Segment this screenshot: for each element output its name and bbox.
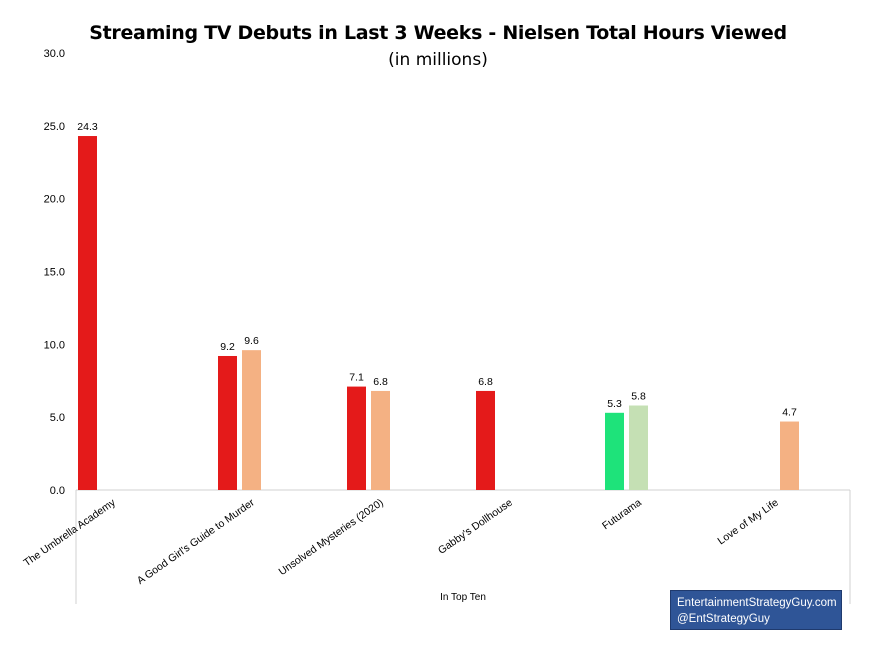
x-tick-label: The Umbrella Academy: [21, 496, 118, 569]
data-label: 5.8: [631, 391, 646, 403]
y-tick-label: 25.0: [44, 121, 65, 133]
x-tick-label: Futurama: [600, 497, 644, 533]
bar: [780, 421, 799, 490]
bar: [218, 355, 237, 490]
branding-box: EntertainmentStrategyGuy.com @EntStrateg…: [670, 590, 842, 630]
y-tick-label: 30.0: [44, 48, 65, 60]
data-label: 6.8: [478, 376, 493, 388]
data-label: 5.3: [607, 398, 622, 410]
data-label: 6.8: [373, 376, 388, 388]
x-axis-title: In Top Ten: [440, 592, 486, 603]
bar: [476, 390, 495, 490]
data-label: 7.1: [349, 372, 364, 384]
y-tick-label: 15.0: [44, 267, 65, 279]
chart-subtitle: (in millions): [388, 50, 488, 70]
x-tick-label: Unsolved Mysteries (2020): [277, 497, 386, 578]
data-label: 9.6: [244, 335, 259, 347]
bar: [371, 390, 390, 490]
bar: [242, 350, 261, 490]
x-tick-label: Love of My Life: [716, 497, 781, 548]
branding-website: EntertainmentStrategyGuy.com: [677, 597, 837, 609]
data-label: 24.3: [77, 121, 98, 133]
x-tick-label: A Good Girl's Guide to Murder: [135, 496, 257, 587]
chart-title: Streaming TV Debuts in Last 3 Weeks - Ni…: [89, 22, 787, 44]
x-tick-label: Gabby's Dollhouse: [436, 497, 515, 557]
y-tick-label: 0.0: [50, 485, 65, 497]
bar: [629, 405, 648, 490]
bar: [605, 412, 624, 490]
bar: [347, 386, 366, 490]
y-tick-label: 5.0: [50, 412, 65, 424]
branding-handle: @EntStrategyGuy: [677, 613, 770, 625]
data-label: 9.2: [220, 341, 235, 353]
data-label: 4.7: [782, 407, 797, 419]
bar: [78, 136, 97, 490]
y-tick-label: 10.0: [44, 339, 65, 351]
y-tick-label: 20.0: [44, 194, 65, 206]
